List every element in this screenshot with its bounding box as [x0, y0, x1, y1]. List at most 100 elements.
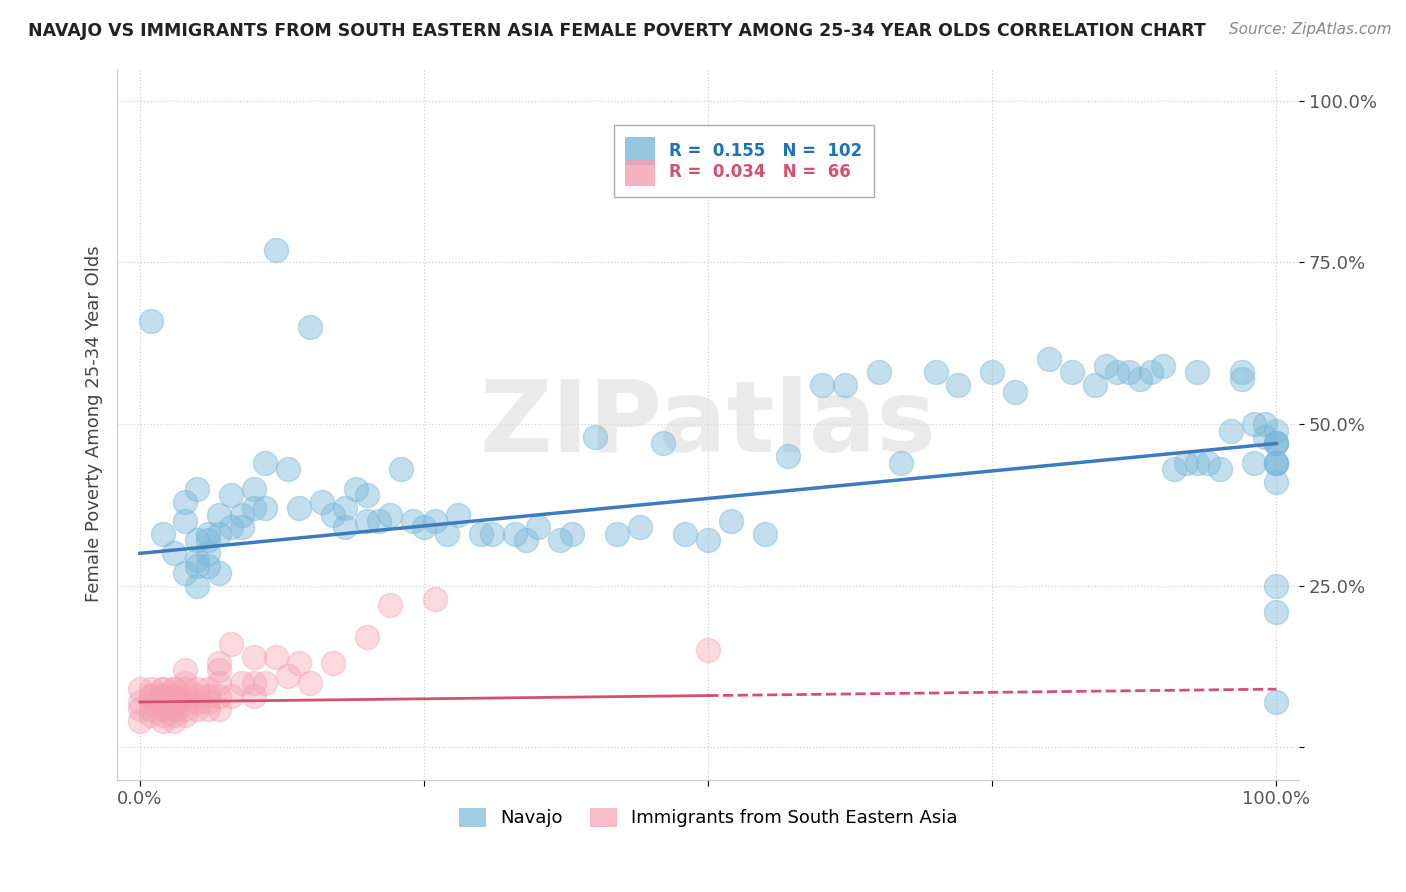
- Point: [1265, 424, 1288, 438]
- Point: [186, 695, 208, 709]
- Point: [242, 482, 264, 496]
- Point: [208, 657, 231, 671]
- Point: [174, 695, 197, 709]
- Point: [1095, 359, 1118, 373]
- Bar: [626, 159, 655, 186]
- Point: [754, 527, 776, 541]
- Point: [583, 430, 606, 444]
- Point: [322, 508, 344, 522]
- Point: [163, 695, 186, 709]
- Point: [1185, 365, 1208, 379]
- Point: [1265, 456, 1288, 470]
- Point: [1243, 417, 1265, 431]
- Point: [1129, 372, 1152, 386]
- Point: [231, 508, 253, 522]
- Point: [1004, 384, 1026, 399]
- Point: [129, 714, 152, 729]
- Point: [186, 482, 208, 496]
- Point: [163, 546, 186, 560]
- Point: [1208, 462, 1230, 476]
- Point: [1185, 456, 1208, 470]
- Point: [186, 533, 208, 548]
- Point: [174, 514, 197, 528]
- Point: [868, 365, 890, 379]
- Point: [163, 708, 186, 723]
- Point: [1118, 365, 1140, 379]
- Point: [186, 682, 208, 697]
- Point: [208, 508, 231, 522]
- Point: [253, 456, 276, 470]
- Point: [174, 494, 197, 508]
- Point: [1107, 365, 1129, 379]
- Point: [253, 675, 276, 690]
- Point: [436, 527, 458, 541]
- Point: [152, 682, 174, 697]
- Point: [197, 559, 219, 574]
- Point: [890, 456, 912, 470]
- Point: [550, 533, 572, 548]
- Point: [174, 701, 197, 715]
- Point: [1265, 456, 1288, 470]
- Point: [186, 689, 208, 703]
- Point: [515, 533, 537, 548]
- Point: [697, 643, 720, 657]
- Point: [1140, 365, 1163, 379]
- Point: [1197, 456, 1219, 470]
- Point: [266, 243, 288, 257]
- Point: [208, 566, 231, 580]
- Point: [367, 514, 389, 528]
- Point: [141, 313, 163, 327]
- Point: [242, 675, 264, 690]
- Point: [186, 579, 208, 593]
- Point: [675, 527, 697, 541]
- Point: [197, 689, 219, 703]
- Point: [141, 689, 163, 703]
- Point: [1060, 365, 1083, 379]
- Point: [152, 714, 174, 729]
- Text: ZIPatlas: ZIPatlas: [479, 376, 936, 473]
- Point: [197, 682, 219, 697]
- Point: [389, 462, 412, 476]
- Point: [163, 682, 186, 697]
- Point: [208, 675, 231, 690]
- Point: [197, 701, 219, 715]
- Point: [651, 436, 673, 450]
- Point: [413, 520, 436, 534]
- Bar: [626, 137, 655, 164]
- Point: [1265, 695, 1288, 709]
- Point: [152, 682, 174, 697]
- Point: [129, 701, 152, 715]
- Point: [299, 320, 322, 334]
- Point: [561, 527, 583, 541]
- Text: Source: ZipAtlas.com: Source: ZipAtlas.com: [1229, 22, 1392, 37]
- Point: [425, 514, 447, 528]
- Point: [288, 501, 311, 516]
- Point: [1152, 359, 1174, 373]
- Point: [163, 701, 186, 715]
- Point: [1254, 430, 1277, 444]
- Point: [242, 689, 264, 703]
- Text: R =  0.034   N =  66: R = 0.034 N = 66: [669, 163, 851, 181]
- Point: [163, 714, 186, 729]
- Point: [277, 462, 299, 476]
- Point: [219, 520, 242, 534]
- Point: [1265, 579, 1288, 593]
- Point: [174, 663, 197, 677]
- Point: [208, 527, 231, 541]
- Point: [1265, 436, 1288, 450]
- Point: [481, 527, 503, 541]
- Point: [242, 501, 264, 516]
- Point: [152, 689, 174, 703]
- Point: [425, 591, 447, 606]
- Point: [219, 689, 242, 703]
- Point: [981, 365, 1004, 379]
- Point: [186, 553, 208, 567]
- Point: [811, 378, 834, 392]
- Point: [129, 682, 152, 697]
- Point: [1243, 456, 1265, 470]
- Point: [163, 695, 186, 709]
- Point: [163, 701, 186, 715]
- Point: [1163, 462, 1185, 476]
- Point: [242, 649, 264, 664]
- Point: [208, 701, 231, 715]
